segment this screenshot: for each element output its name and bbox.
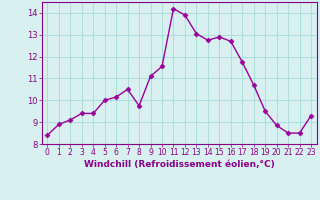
X-axis label: Windchill (Refroidissement éolien,°C): Windchill (Refroidissement éolien,°C) xyxy=(84,160,275,169)
